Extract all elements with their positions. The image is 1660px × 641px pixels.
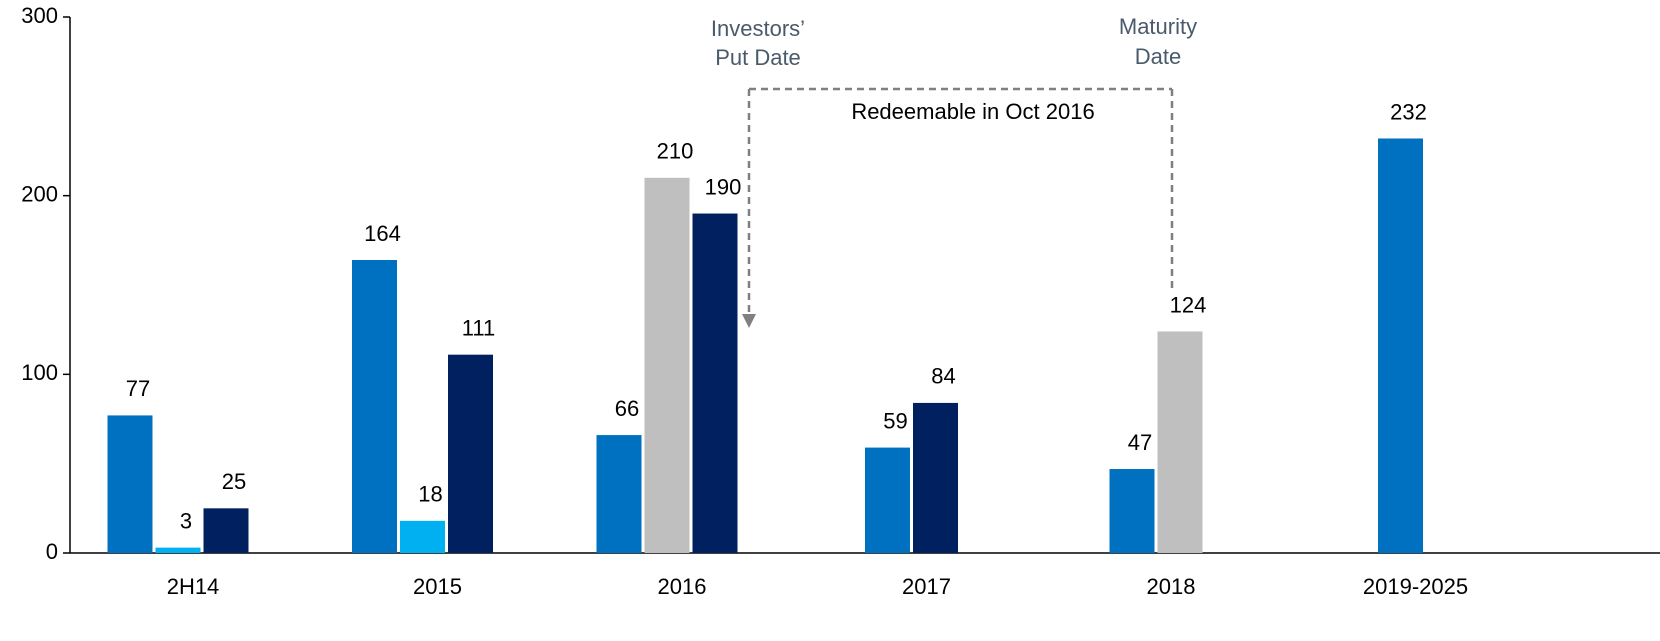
value-label: 3	[180, 508, 192, 533]
y-tick-label: 0	[46, 539, 58, 564]
x-tick-label: 2016	[658, 574, 707, 599]
bar	[1109, 469, 1155, 553]
value-label: 164	[364, 221, 401, 246]
y-tick-label: 100	[21, 360, 58, 385]
bar	[448, 354, 493, 553]
bar	[692, 213, 738, 554]
bar	[107, 415, 153, 553]
value-label: 111	[462, 315, 495, 340]
x-tick-label: 2019-2025	[1363, 574, 1468, 599]
bar	[155, 547, 201, 553]
y-tick-label: 300	[21, 3, 58, 28]
annotation: Put Date	[715, 45, 801, 70]
value-label: 18	[418, 482, 442, 507]
arrowhead	[742, 314, 756, 328]
bar	[203, 508, 249, 553]
value-label: 47	[1128, 430, 1152, 455]
value-label: 210	[657, 139, 694, 164]
bar	[1378, 138, 1423, 553]
value-label: 77	[126, 376, 150, 401]
value-label: 124	[1170, 292, 1207, 317]
annotation: Date	[1135, 44, 1181, 69]
annotation: Redeemable in Oct 2016	[851, 99, 1094, 124]
redeemable-bracket	[747, 87, 1174, 318]
bar	[1157, 331, 1203, 553]
annotation: Investors’	[711, 16, 805, 41]
bar	[400, 520, 445, 553]
value-label: 66	[615, 396, 639, 421]
value-label: 190	[705, 174, 742, 199]
x-tick-label: 2H14	[167, 574, 220, 599]
value-label: 84	[931, 364, 955, 389]
bar	[865, 447, 910, 553]
bar	[644, 177, 690, 554]
bar	[596, 435, 642, 553]
y-tick-label: 200	[21, 181, 58, 206]
bar	[913, 402, 958, 553]
x-tick-label: 2017	[902, 574, 951, 599]
annotation: Maturity	[1119, 14, 1197, 39]
value-label: 232	[1390, 99, 1427, 124]
value-label: 59	[883, 408, 907, 433]
value-label: 25	[222, 469, 246, 494]
x-tick-label: 2015	[413, 574, 462, 599]
x-tick-label: 2018	[1147, 574, 1196, 599]
bar	[352, 259, 397, 553]
